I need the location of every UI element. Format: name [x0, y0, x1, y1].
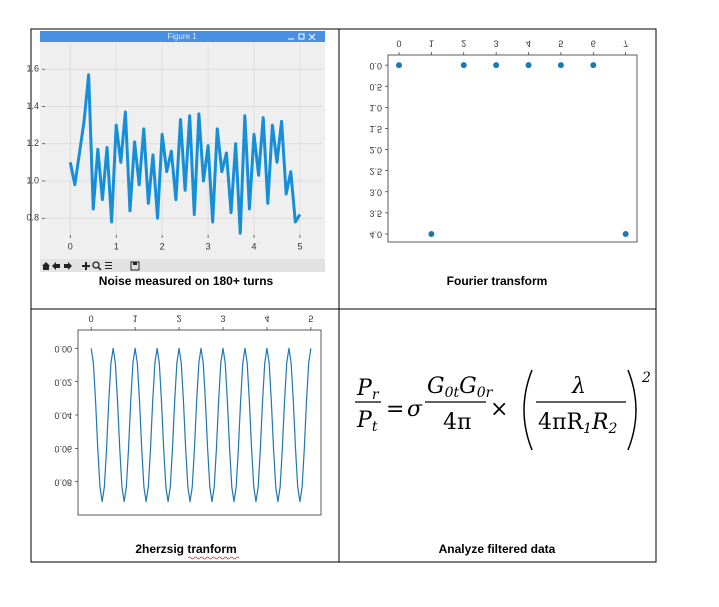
- y-tick-label: 0.0: [369, 61, 382, 71]
- svg-text:Pr: Pr: [356, 376, 380, 403]
- window-title: Figure 1: [167, 32, 197, 41]
- x-tick-label: 3: [221, 314, 226, 324]
- y-tick-label: 3.5: [369, 208, 382, 218]
- x-tick-label: 4: [264, 314, 269, 324]
- data-point: [396, 62, 403, 69]
- x-tick-label: 7: [623, 39, 628, 49]
- data-point: [557, 62, 564, 69]
- svg-text:G0tG0r: G0tG0r: [427, 374, 494, 401]
- y-tick-label: 1.0: [26, 175, 39, 185]
- caption: Noise measured on 180+ turns: [99, 274, 274, 288]
- y-tick-label: 4.0: [369, 230, 382, 240]
- x-tick-label: 1: [133, 314, 138, 324]
- x-tick-label: 0: [397, 39, 402, 49]
- y-tick-label: 2.5: [369, 166, 382, 176]
- y-tick-label: 0.04: [54, 411, 72, 421]
- data-point: [590, 62, 597, 69]
- y-tick-label: 0.06: [54, 444, 72, 454]
- x-tick-label: 5: [558, 39, 563, 49]
- x-tick-label: 2: [461, 39, 466, 49]
- data-point: [525, 62, 532, 69]
- data-point: [428, 230, 435, 237]
- x-tick-label: 2: [177, 314, 182, 324]
- x-tick-label: 0: [68, 241, 73, 251]
- x-tick-label: 4: [526, 39, 531, 49]
- caption: Analyze filtered data: [439, 542, 556, 556]
- spell-underline: [187, 556, 240, 560]
- y-tick-label: 3.0: [369, 187, 382, 197]
- svg-text:Pt: Pt: [356, 408, 378, 435]
- y-tick-label: 1.0: [369, 103, 382, 113]
- plot-frame: [387, 54, 638, 243]
- x-tick-label: 5: [308, 314, 313, 324]
- svg-text:2: 2: [641, 370, 651, 386]
- x-tick-label: 2: [160, 241, 165, 251]
- svg-text:4πR1R2: 4πR1R2: [538, 410, 618, 437]
- y-tick-label: 0.02: [54, 377, 72, 387]
- data-line: [68, 73, 302, 235]
- x-tick-label: 1: [114, 241, 119, 251]
- y-tick-label: 0.5: [369, 82, 382, 92]
- data-point: [460, 62, 467, 69]
- data-point: [622, 230, 629, 237]
- data-point: [493, 62, 500, 69]
- x-tick-label: 3: [494, 39, 499, 49]
- toolbar-icons[interactable]: [42, 261, 140, 271]
- y-tick-label: 0.00: [54, 344, 72, 354]
- table-border: [30, 28, 657, 563]
- svg-text:σ: σ: [407, 397, 423, 422]
- svg-text:=: =: [386, 397, 404, 422]
- x-tick-label: 0: [89, 314, 94, 324]
- y-tick-label: 1.6: [26, 64, 39, 74]
- window-buttons[interactable]: [288, 33, 316, 41]
- x-tick-label: 4: [252, 241, 257, 251]
- caption: 2herzsig tranform: [135, 542, 236, 556]
- y-tick-label: 2.0: [369, 145, 382, 155]
- y-tick-label: 1.4: [26, 101, 39, 111]
- svg-text:×: ×: [490, 397, 508, 422]
- y-tick-label: 1.5: [369, 124, 382, 134]
- formula: Pr Pt = σ G0tG0r 4π × λ 4πR1R2 2: [355, 369, 651, 451]
- x-tick-label: 5: [297, 241, 302, 251]
- y-tick-label: 1.2: [26, 138, 39, 148]
- svg-text:λ: λ: [571, 374, 586, 399]
- data-line: [90, 347, 312, 503]
- x-tick-label: 3: [206, 241, 211, 251]
- y-tick-label: 0.08: [54, 477, 72, 487]
- svg-text:4π: 4π: [443, 410, 471, 435]
- caption: Fourier transform: [447, 274, 548, 288]
- x-tick-label: 6: [591, 39, 596, 49]
- title-bar: [40, 31, 325, 42]
- x-tick-label: 1: [429, 39, 434, 49]
- y-tick-label: 0.8: [26, 213, 39, 223]
